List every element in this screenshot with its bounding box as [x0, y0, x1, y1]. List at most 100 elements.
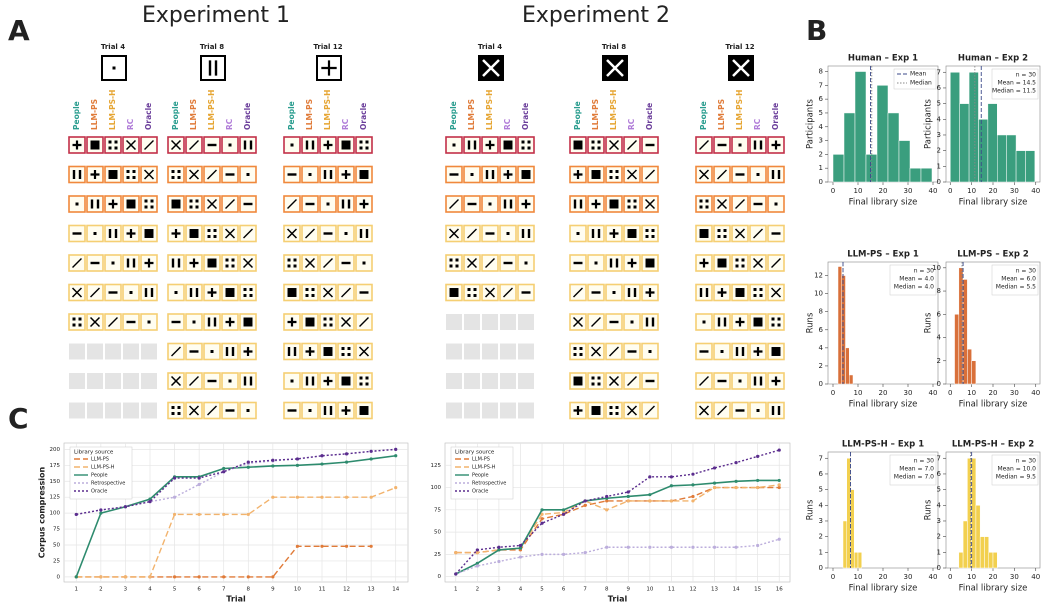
series-marker [345, 545, 348, 548]
program-cell [624, 196, 640, 212]
stats-label: Mean = 6.0 [1001, 276, 1036, 283]
program-cell [606, 255, 622, 271]
icon-shape [115, 141, 118, 144]
program-cell [732, 255, 748, 271]
icon-shape [592, 383, 595, 386]
icon-shape [366, 383, 369, 386]
placeholder-cell [500, 344, 516, 360]
series-marker [173, 575, 176, 578]
series-marker [99, 575, 102, 578]
y-tick-label: 2 [937, 533, 941, 541]
method-label: LLM-PS [305, 99, 314, 130]
placeholder-cell [446, 403, 462, 419]
program-cell [302, 285, 318, 301]
series-marker [394, 448, 397, 451]
x-tick-label: 14 [392, 587, 399, 593]
x-tick-label: 5 [540, 587, 544, 593]
program-cell [168, 255, 184, 271]
series-marker [713, 466, 716, 469]
x-tick-label: 10 [967, 389, 976, 397]
series-marker [648, 546, 651, 549]
icon-shape [324, 347, 333, 356]
icon-shape [706, 200, 709, 203]
series-marker [476, 564, 479, 567]
icon-shape [598, 141, 601, 144]
x-tick-label: 9 [627, 587, 631, 593]
y-tick-label: 0 [819, 178, 823, 186]
x-tick-label: 30 [904, 573, 913, 581]
stats-label: Median = 11.5 [992, 88, 1036, 95]
placeholder-cell [87, 344, 103, 360]
icon-shape [306, 288, 309, 291]
figure: A B C Experiment 1 Experiment 2 Trial 4P… [0, 0, 1044, 604]
y-tick-label: 4 [819, 123, 824, 131]
icon-shape [366, 141, 369, 144]
icon-shape [330, 318, 333, 321]
method-label: LLM-PS-H [609, 90, 618, 130]
y-tick-label: 10 [932, 264, 941, 272]
series-marker [691, 546, 694, 549]
icon-shape [592, 141, 595, 144]
placeholder-cell [482, 373, 498, 389]
y-tick-label: 1 [937, 162, 941, 170]
icon-shape [360, 406, 369, 415]
icon-shape [760, 288, 763, 291]
icon-shape [148, 321, 151, 324]
histogram-bar [967, 349, 971, 384]
series-marker [691, 473, 694, 476]
placeholder-cell [464, 403, 480, 419]
y-tick-label: 0 [438, 574, 442, 580]
program-cell [302, 137, 318, 153]
icon-shape [229, 380, 232, 383]
icon-shape [366, 377, 369, 380]
trial-group: Trial 8PeopleLLM-PSLLM-PS-HRCOracle [570, 43, 658, 419]
icon-shape [775, 203, 778, 206]
x-tick-label: 20 [989, 573, 998, 581]
histogram-bar [854, 552, 858, 568]
icon-shape [145, 206, 148, 209]
x-axis-label: Final library size [959, 198, 1028, 208]
histogram-bar [989, 552, 993, 568]
icon-shape [178, 412, 181, 415]
x-tick-label: 30 [904, 187, 913, 195]
program-cell [750, 137, 766, 153]
histogram-bar [855, 72, 866, 182]
program-cell [204, 226, 220, 242]
series-marker [670, 484, 673, 487]
x-tick-label: 40 [929, 187, 938, 195]
histogram-bar [960, 104, 969, 182]
program-cell [696, 285, 712, 301]
y-tick-label: 6 [937, 310, 942, 318]
series-marker [734, 461, 737, 464]
series-marker [271, 464, 274, 467]
y-tick-label: 6 [937, 84, 942, 92]
method-label: RC [627, 118, 636, 130]
histogram-bar [844, 113, 855, 182]
icon-shape [348, 353, 351, 356]
program-cell [87, 196, 103, 212]
method-label: LLM-PS-H [108, 90, 117, 130]
placeholder-cell [141, 403, 157, 419]
icon-shape [345, 232, 348, 235]
program-cell [642, 226, 658, 242]
y-tick-label: 1 [819, 548, 823, 556]
legend-label: LLM-PS [91, 457, 109, 463]
icon-shape [214, 235, 217, 238]
x-tick-label: 2 [99, 587, 103, 593]
program-cell [240, 137, 256, 153]
method-label: LLM-PS-H [323, 90, 332, 130]
target-image [201, 56, 225, 80]
program-cell [141, 196, 157, 212]
icon-shape [244, 294, 247, 297]
trial-label: Trial 8 [200, 43, 224, 51]
icon-shape [232, 265, 235, 268]
icon-shape [598, 147, 601, 150]
y-tick-label: 6 [819, 470, 824, 478]
icon-shape [288, 265, 291, 268]
icon-shape [646, 229, 649, 232]
icon-shape [507, 232, 510, 235]
trial-label: Trial 12 [725, 43, 754, 51]
icon-shape [244, 288, 247, 291]
x-tick-label: 30 [1010, 187, 1019, 195]
series-marker [476, 548, 479, 551]
